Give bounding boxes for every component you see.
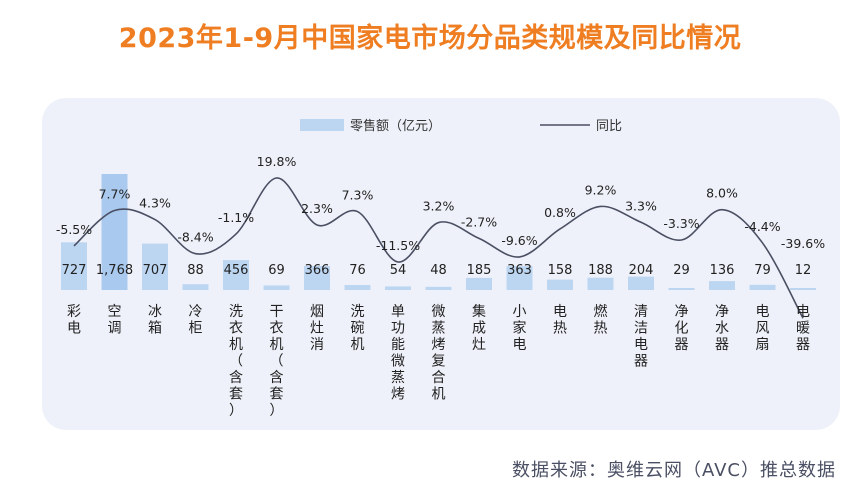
bar-value-label: 366 (305, 263, 330, 278)
yoy-value-label: 9.2% (585, 182, 617, 197)
bar-value-label: 1,768 (96, 263, 133, 278)
yoy-value-label: 8.0% (706, 186, 738, 201)
yoy-value-label: 7.3% (342, 188, 374, 203)
category-label: 电热 (553, 304, 567, 337)
yoy-value-label: 3.2% (423, 199, 455, 214)
category-label: 洗衣机（含套） (229, 304, 243, 419)
yoy-value-label: -4.4% (744, 219, 780, 234)
bar-15 (668, 288, 695, 290)
yoy-value-label: -8.4% (177, 230, 213, 245)
chart-title: 2023年1-9月中国家电市场分品类规模及同比情况 (118, 23, 742, 54)
yoy-value-label: -9.6% (501, 233, 537, 248)
category-label: 微蒸烤复合机 (432, 304, 446, 403)
bar-value-label: 363 (507, 263, 532, 278)
bar-11 (506, 266, 533, 290)
bar-5 (263, 285, 290, 290)
bar-2 (142, 243, 168, 290)
bar-7 (344, 285, 371, 290)
category-label: 彩电 (67, 304, 81, 337)
bar-18 (790, 288, 816, 290)
bar-value-label: 48 (430, 263, 447, 278)
yoy-value-label: -11.5% (376, 238, 420, 253)
bar-value-label: 185 (467, 263, 492, 278)
bar-13 (587, 277, 614, 290)
yoy-value-label: -5.5% (56, 222, 92, 237)
yoy-value-label: 7.7% (99, 186, 131, 201)
category-label: 单功能微蒸烤 (391, 304, 405, 403)
legend-bar-swatch (300, 119, 344, 131)
bar-6 (304, 265, 330, 290)
bar-value-label: 188 (588, 263, 613, 278)
bar-value-label: 29 (673, 263, 690, 278)
category-label: 清洁电器 (634, 304, 648, 370)
bar-value-label: 69 (268, 263, 285, 278)
yoy-value-label: -2.7% (461, 214, 497, 229)
chart-panel: 零售额（亿元） 同比 727 1,768 707 88 456 69 366 76 54 48 185 3… (42, 98, 840, 430)
yoy-value-label: -3.3% (663, 216, 699, 231)
bar-10 (466, 277, 492, 290)
yoy-value-label: -39.6% (781, 236, 825, 251)
yoy-line (73, 177, 804, 319)
bar-8 (385, 286, 411, 290)
category-label: 电风扇 (756, 304, 770, 353)
category-label: 小家电 (513, 304, 527, 353)
bar-12 (547, 279, 573, 290)
category-label: 烟灶消 (310, 304, 324, 353)
bar-4 (223, 260, 249, 290)
category-label: 电暖器 (796, 304, 810, 353)
bar-value-label: 12 (795, 263, 812, 278)
category-label: 冷柜 (189, 304, 203, 337)
bar-0 (61, 242, 87, 290)
category-label: 集成灶 (472, 303, 486, 353)
category-label: 空调 (108, 304, 122, 337)
legend-line-label: 同比 (596, 119, 622, 134)
category-label: 冰箱 (148, 304, 162, 337)
yoy-value-label: 19.8% (257, 154, 297, 169)
category-label: 净化器 (675, 304, 689, 353)
bar-16 (709, 281, 735, 290)
category-label: 洗碗机 (351, 304, 365, 353)
category-label: 干衣机（含套） (270, 304, 284, 419)
yoy-value-label: -1.1% (218, 210, 254, 225)
legend-bar-label: 零售额（亿元） (350, 118, 441, 134)
bar-14 (628, 276, 654, 290)
bar-value-label: 158 (548, 263, 573, 278)
bar-value-label: 54 (390, 263, 407, 278)
data-source-note: 数据来源：奥维云网（AVC）推总数据 (511, 460, 836, 481)
bar-17 (749, 284, 776, 290)
bar-value-label: 204 (629, 263, 654, 278)
category-label: 燃热 (594, 303, 608, 337)
bar-value-label: 79 (754, 263, 771, 278)
yoy-value-label: 3.3% (625, 198, 657, 213)
bar-value-label: 88 (187, 263, 204, 278)
yoy-value-label: 0.8% (544, 205, 576, 220)
bar-3 (182, 284, 209, 290)
bar-value-label: 76 (349, 263, 366, 278)
yoy-value-label: 4.3% (139, 196, 171, 211)
bar-value-label: 136 (710, 263, 735, 278)
bar-value-label: 456 (224, 263, 249, 278)
chart-svg: 零售额（亿元） 同比 727 1,768 707 88 456 69 366 76 54 48 185 3… (56, 118, 825, 419)
yoy-value-label: 2.3% (301, 201, 333, 216)
bar-value-label: 707 (143, 263, 168, 278)
bar-1 (101, 174, 128, 290)
category-label: 净水器 (715, 304, 729, 353)
bar-9 (425, 286, 452, 290)
bar-value-label: 727 (62, 263, 87, 278)
